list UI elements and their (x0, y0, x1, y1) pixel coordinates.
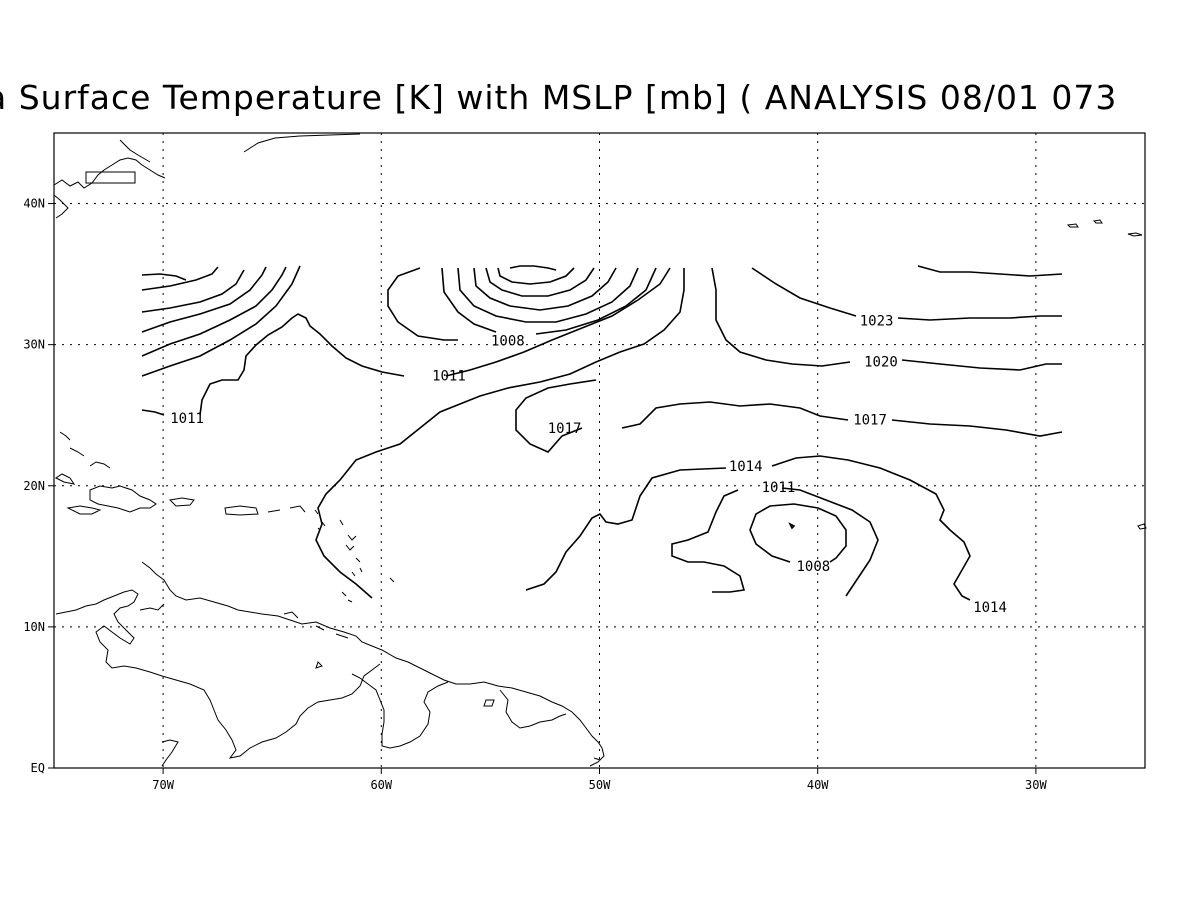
isobar-label: 1023 (860, 314, 894, 330)
isobar-label: 1011 (170, 411, 204, 427)
isobar (141, 266, 219, 291)
isobar-label: 1017 (548, 421, 582, 437)
isobar (749, 503, 847, 563)
latitude-axis: EQ 10N 20N 30N 40N (23, 197, 54, 775)
isobar (901, 359, 1062, 371)
coastline-north-america (53, 133, 361, 219)
lat-tick-label: 20N (23, 479, 45, 493)
lat-tick-label: 10N (23, 620, 45, 634)
isobar (509, 265, 557, 271)
isobar (441, 267, 657, 335)
isobar (473, 267, 617, 311)
isobar (141, 266, 267, 333)
isobar-label: 1008 (796, 559, 830, 575)
lon-tick-label: 50W (589, 778, 611, 792)
isobar (141, 265, 301, 377)
isobar-label: 1014 (729, 459, 763, 475)
isobar (671, 487, 879, 597)
isobar (751, 267, 1062, 321)
coastline-lesser-antilles (314, 509, 395, 603)
coastline-south-america (55, 561, 605, 767)
lon-tick-label: 70W (152, 778, 174, 792)
isobar (917, 265, 1063, 277)
isobar (141, 273, 187, 281)
grid-lines (54, 133, 1145, 768)
lon-tick-label: 60W (370, 778, 392, 792)
isobar (457, 267, 639, 323)
lat-tick-label: 40N (23, 197, 45, 211)
isobar (445, 267, 671, 377)
isobar-label: 1008 (491, 333, 525, 349)
coastline-puerto-rico (168, 497, 306, 516)
isobar-label: 1014 (973, 600, 1007, 616)
isobar (387, 267, 458, 341)
lon-tick-label: 40W (807, 778, 829, 792)
isobar (788, 522, 796, 530)
lat-tick-label: 30N (23, 338, 45, 352)
isobar (497, 267, 575, 285)
isobar (621, 401, 1063, 437)
coastline-cuba (55, 431, 111, 485)
chart-title: a Surface Temperature [K] with MSLP [mb]… (0, 78, 1200, 128)
coastline-hispaniola (66, 485, 157, 515)
isobar (485, 267, 595, 297)
coastline-azores (1066, 219, 1147, 530)
mslp-isobars (141, 265, 1063, 601)
isobar-label: 1017 (853, 412, 887, 428)
map-frame (53, 132, 1146, 769)
isobar (525, 455, 971, 601)
isobar-label: 1011 (432, 369, 466, 385)
isobar-label: 1020 (864, 355, 898, 371)
coastlines (53, 133, 1147, 767)
isobar-label: 1011 (762, 480, 796, 496)
isobar (141, 269, 245, 313)
lon-tick-label: 30W (1025, 778, 1047, 792)
isobar (711, 267, 851, 367)
lat-tick-label: EQ (31, 761, 45, 775)
isobar (141, 266, 287, 357)
chart-title-text: a Surface Temperature [K] with MSLP [mb]… (0, 78, 1118, 117)
isobar (315, 268, 685, 599)
longitude-axis: 70W 60W 50W 40W 30W (152, 768, 1048, 792)
isobar-labels: 1008 1011 1011 1023 1020 1017 1017 1014 1011 1008… (170, 314, 1007, 616)
isobar (141, 313, 405, 416)
isobar (515, 379, 597, 453)
